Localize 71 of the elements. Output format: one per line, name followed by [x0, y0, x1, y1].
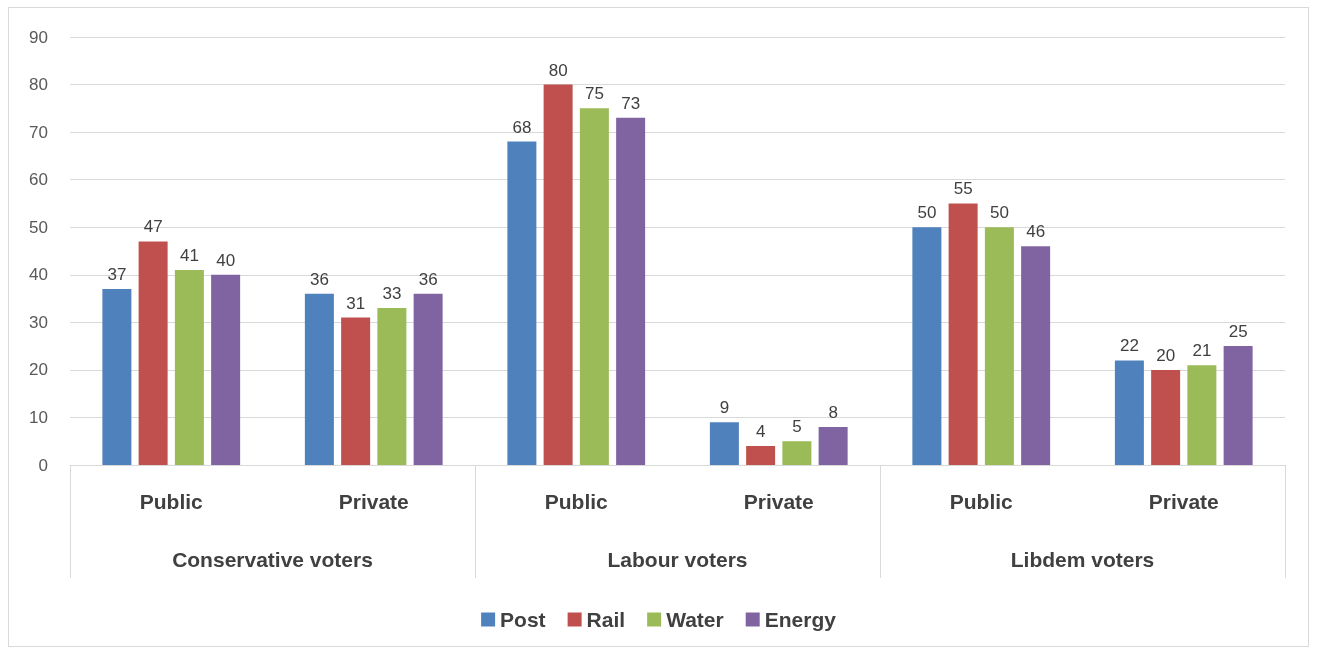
data-label: 46: [1026, 222, 1046, 242]
bar: [782, 441, 812, 465]
data-label: 36: [418, 269, 438, 289]
bar: [341, 317, 371, 465]
data-label: 55: [953, 179, 973, 199]
legend-label: Water: [666, 608, 724, 631]
bar: [709, 422, 739, 465]
y-tick-label: 0: [38, 455, 48, 475]
data-label: 80: [548, 60, 568, 80]
data-label: 20: [1156, 345, 1176, 365]
y-tick-label: 20: [29, 360, 48, 380]
data-label: 40: [216, 250, 236, 270]
bar: [579, 108, 609, 465]
y-tick-label: 80: [29, 75, 48, 95]
bar: [616, 117, 646, 465]
text: Conservative voters: [172, 548, 373, 571]
x-tick-label: Public: [544, 490, 609, 513]
bar: [507, 141, 537, 465]
y-tick-label: 40: [29, 265, 48, 285]
bar: [138, 241, 168, 465]
bar: [912, 227, 942, 465]
data-label: 33: [382, 284, 402, 304]
y-tick-label: 30: [29, 312, 48, 332]
data-label: 22: [1119, 336, 1139, 356]
bar: [174, 270, 204, 465]
y-tick-label: 90: [29, 27, 48, 47]
data-label: 25: [1228, 322, 1248, 342]
bar: [746, 445, 776, 465]
bar: [211, 274, 241, 465]
bar: [1151, 369, 1181, 465]
x-tick-label: Public: [949, 490, 1014, 513]
bar: [1021, 246, 1051, 465]
bar: [1114, 360, 1144, 465]
y-tick-label: 70: [29, 122, 48, 142]
data-label: 50: [917, 203, 937, 223]
text: Libdem voters: [1010, 548, 1155, 571]
data-label: 21: [1192, 341, 1212, 361]
bar: [102, 289, 132, 465]
data-label: 36: [309, 269, 329, 289]
x-tick-label: Private: [338, 490, 409, 513]
bar: [543, 84, 573, 465]
bar: [984, 227, 1014, 465]
data-label: 9: [719, 398, 730, 418]
data-label: 5: [792, 417, 802, 437]
data-label: 37: [107, 265, 127, 285]
bar: [948, 203, 978, 465]
x-tick-label: Public: [139, 490, 204, 513]
x-tick-label: Private: [1148, 490, 1219, 513]
data-label: 47: [143, 217, 163, 237]
data-label: 50: [989, 203, 1009, 223]
y-tick-label: 60: [29, 170, 48, 190]
text: Labour voters: [607, 548, 748, 571]
data-label: 4: [755, 421, 766, 441]
bar: [377, 308, 407, 465]
x-tick-label: Private: [743, 490, 814, 513]
data-label: 8: [828, 402, 838, 422]
bar: [1223, 346, 1253, 465]
data-label: 31: [346, 293, 366, 313]
bar: [1187, 365, 1217, 465]
y-tick-label: 10: [29, 407, 48, 427]
data-label: 41: [179, 246, 199, 266]
data-label: 73: [621, 93, 641, 113]
bar: [304, 293, 334, 465]
y-tick-label: 50: [29, 217, 48, 237]
data-label: 75: [584, 84, 604, 104]
bar: [818, 426, 848, 465]
legend-label: Rail: [586, 608, 626, 631]
legend-label: Energy: [764, 608, 837, 631]
legend-label: Post: [500, 608, 546, 631]
bar: [413, 293, 443, 465]
data-label: 68: [512, 117, 532, 137]
